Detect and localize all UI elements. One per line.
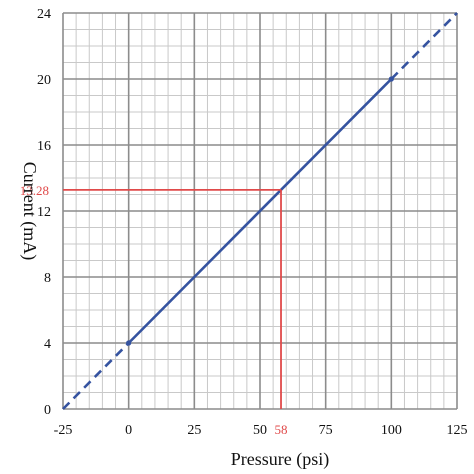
annotation-y-label: 13.28 [20,183,49,198]
data-point-marker-1 [388,76,394,82]
x-axis-title: Pressure (psi) [231,449,329,470]
annotation-layer [63,188,282,409]
x-tick-label: 25 [187,423,201,438]
series-line-dashed-2 [390,12,458,80]
x-tick-label: 125 [447,423,468,438]
y-tick-label: 24 [37,7,51,22]
y-tick-label: 20 [37,73,51,88]
series-line-solid-0 [127,78,393,344]
y-axis-title: Current (mA) [19,162,40,260]
series-layer [62,12,458,410]
x-tick-label: 75 [319,423,333,438]
x-tick-label: 0 [125,423,132,438]
y-tick-label: 0 [44,403,51,418]
series-line-dashed-1 [62,342,130,410]
y-tick-label: 8 [44,271,51,286]
x-tick-label: -25 [54,423,73,438]
y-tick-label: 16 [37,139,51,154]
x-tick-label: 100 [381,423,402,438]
data-point-marker-0 [126,340,132,346]
y-tick-label: 4 [44,337,51,352]
y-tick-label: 12 [37,205,51,220]
x-tick-label: 50 [253,423,267,438]
annotation-x-label: 58 [275,422,288,437]
